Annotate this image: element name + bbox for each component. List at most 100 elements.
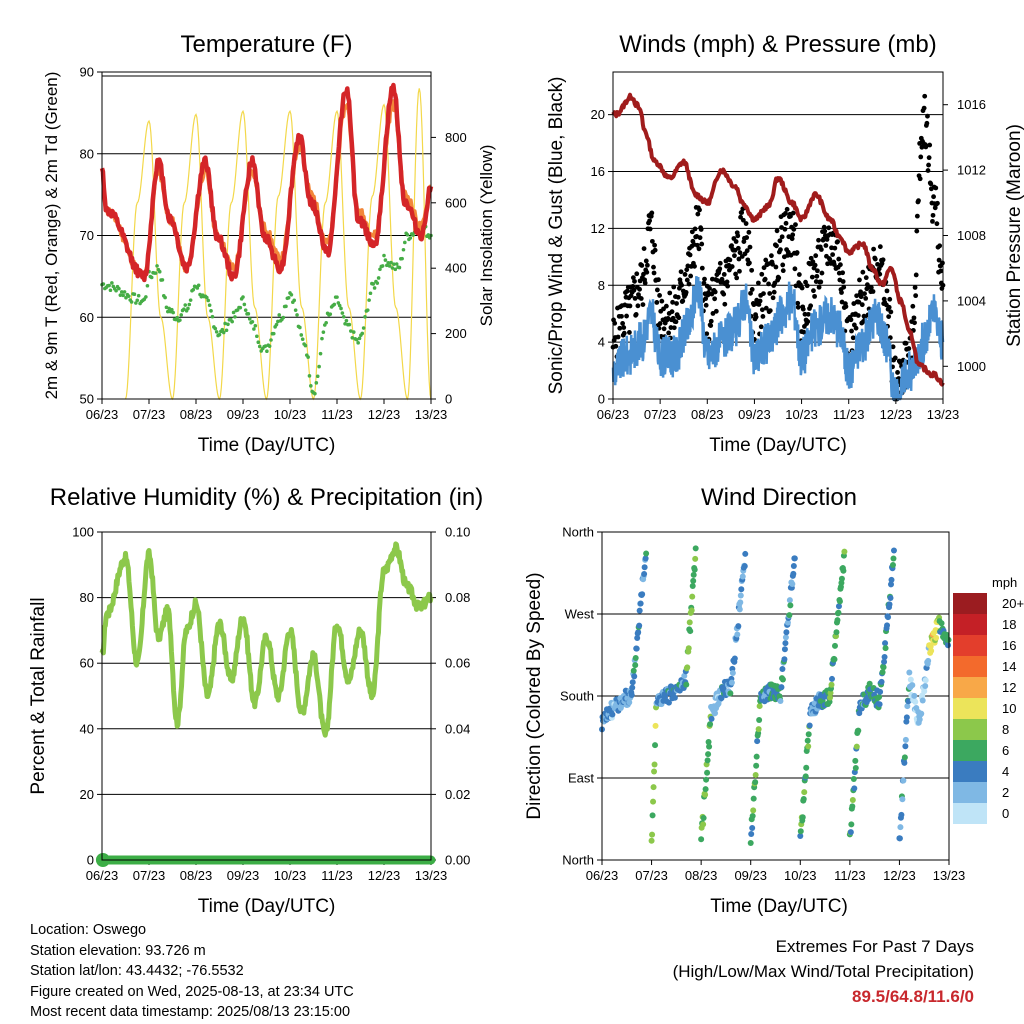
direction-point: [790, 570, 797, 577]
gust-point: [624, 313, 629, 319]
direction-point: [882, 640, 889, 647]
gust-point: [640, 302, 646, 308]
direction-point: [835, 603, 842, 610]
gust-point: [782, 226, 788, 232]
chart2-ytick-label: 0: [87, 853, 94, 868]
direction-point: [702, 791, 709, 798]
chart2-xtick-label: 10/23: [274, 868, 307, 883]
gust-point: [839, 290, 844, 295]
dewpoint-point: [213, 326, 218, 331]
dewpoint-point: [196, 283, 201, 288]
chart0-y2tick-label: 0: [445, 392, 452, 407]
legend-swatch: [953, 740, 987, 761]
direction-point: [835, 609, 842, 616]
chart2-y2tick-label: 0.02: [445, 787, 470, 802]
gust-point: [892, 355, 898, 361]
gust-point: [755, 280, 761, 286]
gust-point: [793, 283, 799, 289]
gust-point: [675, 294, 681, 300]
direction-point: [704, 769, 711, 776]
gust-point: [767, 308, 773, 313]
chart1-plot-area: [610, 92, 946, 402]
direction-point: [736, 606, 743, 613]
direction-point: [778, 684, 785, 691]
direction-point: [687, 628, 694, 635]
direction-point: [876, 701, 883, 708]
chart2-y2tick-label: 0.04: [445, 721, 470, 736]
dewpoint-point: [118, 293, 123, 297]
gust-point: [925, 113, 930, 119]
direction-point: [802, 773, 809, 780]
gust-point: [934, 221, 940, 227]
chart0-y2tick-label: 400: [445, 261, 467, 276]
gust-point: [940, 260, 945, 266]
legend-label: 20+: [1002, 596, 1024, 611]
gust-point: [925, 168, 931, 173]
direction-point: [943, 631, 950, 638]
direction-point: [782, 640, 789, 647]
extremes-heading: Extremes For Past 7 Days: [775, 937, 974, 956]
chart0-y2label: Solar Insolation (Yellow): [477, 145, 496, 327]
gust-point: [822, 228, 828, 234]
direction-point: [642, 555, 649, 562]
gust-point: [871, 246, 877, 252]
dewpoint-point: [171, 310, 175, 315]
dewpoint-point: [267, 344, 272, 348]
dewpoint-point: [332, 302, 337, 307]
direction-point: [878, 678, 885, 685]
chart3-ytick-label: North: [562, 525, 594, 540]
direction-point: [636, 622, 643, 629]
gust-point: [652, 247, 658, 253]
direction-point: [752, 779, 759, 786]
gust-point: [926, 162, 931, 168]
gust-point: [913, 293, 919, 299]
dewpoint-point: [317, 364, 321, 369]
direction-point: [896, 835, 903, 842]
dewpoint-point: [230, 319, 234, 324]
direction-point: [691, 566, 698, 573]
gust-point: [748, 290, 753, 296]
dewpoint-point: [339, 306, 343, 311]
direction-point: [630, 667, 637, 674]
gust-point: [927, 142, 933, 148]
dewpoint-point: [271, 331, 276, 336]
gust-point: [703, 296, 709, 302]
dewpoint-point: [187, 302, 192, 307]
gust-point: [680, 298, 686, 304]
gust-point: [796, 272, 802, 277]
legend-label: 8: [1002, 722, 1009, 737]
chart3-ylabel: Direction (Colored By Speed): [524, 572, 545, 819]
chart2-xtick-label: 13/23: [415, 868, 448, 883]
chart2-y2tick-label: 0.08: [445, 590, 470, 605]
gust-point: [815, 268, 820, 274]
chart1-xtick-label: 07/23: [644, 407, 677, 422]
chart3-xtick-label: 10/23: [784, 868, 817, 883]
direction-point: [922, 683, 929, 690]
chart1-xtick-label: 10/23: [785, 407, 818, 422]
gust-point: [800, 306, 806, 312]
gust-point: [669, 309, 675, 315]
chart1-title: Winds (mph) & Pressure (mb): [619, 31, 936, 58]
gust-point: [699, 265, 705, 271]
direction-point: [909, 682, 916, 689]
direction-point: [890, 547, 897, 554]
gust-point: [784, 206, 790, 212]
gust-point: [703, 302, 709, 308]
dewpoint-point: [350, 335, 355, 340]
dewpoint-point: [307, 374, 312, 378]
chart3-xtick-label: 12/23: [883, 868, 916, 883]
direction-point: [756, 717, 763, 724]
direction-point: [777, 698, 784, 705]
dewpoint-point: [389, 260, 393, 265]
chart0-xtick-label: 10/23: [274, 407, 307, 422]
gust-point: [684, 267, 690, 273]
dewpoint-point: [183, 303, 188, 307]
chart2-xtick-label: 11/23: [321, 868, 353, 883]
gust-point: [737, 268, 742, 274]
gust-point: [835, 239, 841, 245]
direction-point: [881, 658, 888, 665]
chart2-ylabel: Percent & Total Rainfall: [28, 597, 49, 794]
direction-point: [877, 688, 884, 695]
gust-point: [888, 309, 894, 315]
gust-point: [859, 302, 865, 308]
